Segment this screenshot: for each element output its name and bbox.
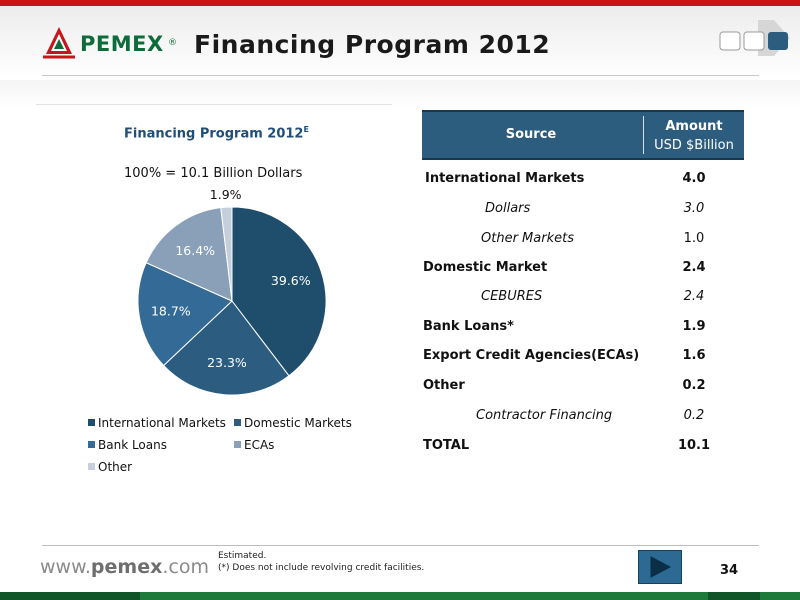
- amount-header-line2: USD $Billion: [654, 138, 734, 153]
- bottom-bar-segment: [0, 592, 140, 600]
- row-label: CEBURES: [481, 289, 543, 304]
- row-label: International Markets: [425, 171, 585, 186]
- table-row: Other Markets 1.0: [418, 225, 744, 254]
- table-row: Bank Loans* 1.9: [418, 313, 744, 342]
- content-band: [0, 80, 800, 108]
- row-value: 0.2: [683, 408, 705, 423]
- legend-label: International Markets: [98, 416, 226, 430]
- row-value: 1.9: [682, 319, 706, 334]
- legend-item-other: Other: [88, 460, 132, 474]
- registered-mark: ®: [168, 38, 177, 48]
- column-header-source: Source: [505, 127, 557, 142]
- url-prefix: www.: [40, 556, 91, 578]
- chart-divider: [36, 104, 392, 105]
- row-label: Export Credit Agencies(ECAs): [423, 348, 640, 363]
- row-value: 3.0: [683, 201, 705, 216]
- row-value: 1.6: [682, 348, 706, 363]
- play-arrow-icon: [650, 556, 672, 578]
- legend-swatch: [234, 419, 241, 426]
- top-accent-bar: [0, 0, 800, 6]
- pie-slice-other: [220, 206, 233, 302]
- row-label: TOTAL: [423, 438, 470, 453]
- legend-swatch: [88, 463, 95, 470]
- legend-swatch: [234, 441, 241, 448]
- pemex-logo: PEMEX ®: [42, 24, 192, 64]
- chart-title: Financing Program 2012E: [124, 125, 309, 141]
- pemex-eagle-icon: [43, 27, 75, 59]
- row-label: Dollars: [485, 201, 531, 216]
- row-value: 2.4: [683, 289, 705, 304]
- logo-wordmark: PEMEX: [80, 32, 164, 56]
- page-number: 34: [720, 563, 739, 578]
- legend-label: Other: [98, 460, 133, 474]
- legend-swatch: [88, 419, 95, 426]
- slide-header: [0, 6, 800, 78]
- legend-item-domestic-markets: Domestic Markets: [234, 416, 352, 430]
- legend-label: Domestic Markets: [244, 416, 352, 430]
- column-divider: [643, 116, 644, 154]
- table-row: International Markets 4.0: [418, 165, 744, 194]
- legend-item-international-markets: International Markets: [88, 416, 226, 430]
- pie-label-domestic-markets: 23.3%: [207, 355, 247, 370]
- header-divider: [42, 75, 759, 76]
- table-row: Other 0.2: [418, 372, 744, 401]
- legend-label: ECAs: [244, 438, 275, 452]
- table-row: Dollars 3.0: [418, 195, 744, 224]
- url-brand: pemex: [90, 556, 163, 578]
- next-slide-button[interactable]: [638, 550, 682, 584]
- pie-label-international-markets: 39.6%: [271, 273, 311, 288]
- footer-divider: [42, 545, 759, 546]
- legend-label: Bank Loans: [98, 438, 167, 452]
- footnote-revolving: (*) Does not include revolving credit fa…: [218, 563, 425, 573]
- row-value: 4.0: [682, 171, 706, 186]
- pie-label-bank-loans: 18.7%: [151, 303, 191, 318]
- row-label: Bank Loans*: [423, 319, 514, 334]
- row-value: 1.0: [683, 231, 705, 246]
- legend-item-bank-loans: Bank Loans: [88, 438, 167, 452]
- page-title: Financing Program 2012: [194, 30, 551, 59]
- table-row: Contractor Financing 0.2: [418, 402, 744, 431]
- amount-header-line1: Amount: [665, 119, 723, 134]
- website-link[interactable]: www.pemex.com: [40, 556, 209, 578]
- chart-title-superscript: E: [303, 125, 309, 134]
- bottom-bar-segment: [708, 592, 760, 600]
- pie-label-ecas: 16.4%: [175, 243, 215, 258]
- chart-subtitle: 100% = 10.1 Billion Dollars: [124, 166, 303, 181]
- row-label: Domestic Market: [423, 260, 548, 275]
- table-row: TOTAL 10.1: [418, 432, 744, 461]
- pie-slice-bank-loans: [137, 262, 233, 367]
- url-suffix: .com: [162, 556, 209, 578]
- row-value: 0.2: [682, 378, 706, 393]
- row-label: Other Markets: [481, 231, 574, 246]
- pie-slice-domestic-markets: [162, 300, 290, 396]
- bottom-accent-bar: [0, 592, 800, 600]
- column-header-amount: Amount USD $Billion: [644, 117, 744, 155]
- row-value: 10.1: [677, 438, 711, 453]
- pie-slice-international-markets: [231, 206, 327, 377]
- table-row: Domestic Market 2.4: [418, 254, 744, 283]
- header-corner-graphic-icon: [719, 20, 790, 56]
- pie-slice-ecas: [145, 207, 233, 302]
- pie-label-other: 1.9%: [210, 187, 242, 202]
- table-header: Source Amount USD $Billion: [422, 110, 744, 160]
- row-label: Contractor Financing: [476, 408, 613, 423]
- footnote-estimated: Estimated.: [218, 551, 267, 561]
- chart-title-text: Financing Program 2012: [124, 126, 304, 142]
- row-label: Other: [423, 378, 465, 393]
- pie-chart: 39.6% 23.3% 18.7% 16.4% 1.9%: [137, 187, 327, 396]
- table-row: Export Credit Agencies(ECAs) 1.6: [418, 342, 744, 371]
- legend-swatch: [88, 441, 95, 448]
- table-row: CEBURES 2.4: [418, 283, 744, 312]
- row-value: 2.4: [682, 260, 706, 275]
- legend-item-ecas: ECAs: [234, 438, 274, 452]
